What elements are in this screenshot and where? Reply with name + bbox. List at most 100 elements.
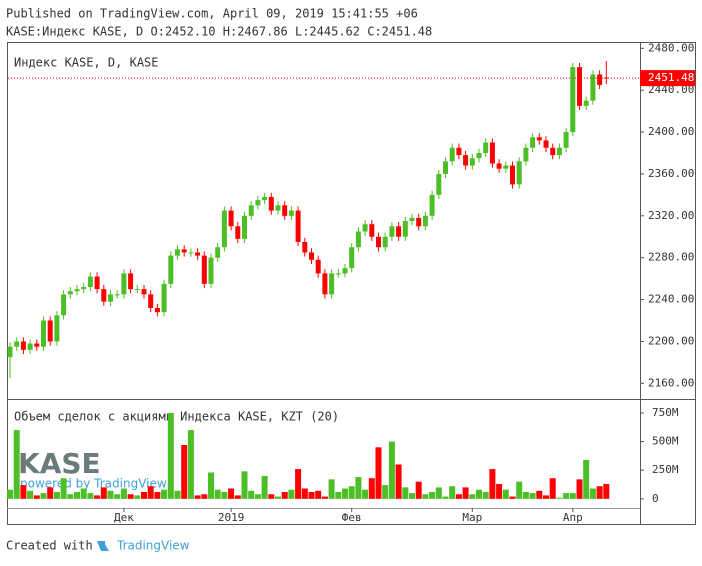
- volume-bar: [47, 487, 54, 499]
- candle-body: [469, 158, 475, 166]
- candle-body: [349, 247, 355, 269]
- candle-body: [362, 224, 368, 232]
- candle-body: [463, 155, 469, 166]
- volume-bar: [174, 490, 181, 499]
- candle-body: [503, 165, 509, 169]
- volume-bar: [415, 481, 422, 499]
- logo-powered: powered by TradingView: [20, 477, 167, 491]
- x-tick-label: Дек: [114, 511, 134, 524]
- volume-bar: [388, 441, 395, 499]
- volume-title: Объем сделок с акциями Индекса KASE, KZT…: [14, 410, 339, 424]
- pane-title: Индекс KASE, D, KASE: [14, 56, 159, 70]
- candle-body: [315, 259, 321, 274]
- volume-bar: [522, 491, 529, 499]
- volume-bar: [53, 491, 60, 499]
- volume-bar: [281, 491, 288, 499]
- volume-bar: [114, 494, 121, 499]
- candle-body: [248, 205, 254, 216]
- candle-body: [34, 343, 40, 347]
- candle-body: [577, 67, 582, 106]
- candle-body: [476, 152, 482, 159]
- candle-body: [27, 343, 33, 350]
- volume-bar: [33, 495, 40, 499]
- tv-brand: TradingView: [116, 539, 190, 553]
- candle-body: [603, 77, 609, 79]
- volume-bar: [496, 483, 503, 499]
- candle-body: [449, 147, 455, 162]
- volume-bar: [368, 478, 375, 499]
- volume-bar: [248, 490, 255, 499]
- volume-bar: [348, 486, 355, 499]
- volume-bar: [596, 486, 603, 499]
- candle-body: [128, 273, 134, 290]
- candle-body: [148, 294, 154, 308]
- candle-body: [242, 215, 247, 239]
- volume-bar: [563, 493, 570, 499]
- candle-body: [141, 289, 147, 295]
- volume-bar: [549, 478, 556, 499]
- ohlc-legend: KASE:Индекс KASE, D O:2452.10 H:2467.86 …: [6, 25, 432, 39]
- volume-bar: [194, 495, 201, 499]
- candle-body: [181, 249, 187, 253]
- y-tick-label: 2400.00: [648, 125, 694, 138]
- candle-body: [496, 163, 502, 169]
- volume-bar: [462, 487, 469, 499]
- y-tick-label: 2200.00: [648, 334, 694, 347]
- y-tick-label: 2440.00: [648, 83, 694, 96]
- volume-bar: [161, 489, 168, 499]
- volume-bar: [74, 491, 80, 499]
- volume-bar: [20, 485, 27, 499]
- published: Published on TradingView.com, April 09, …: [6, 7, 418, 21]
- volume-bar: [603, 483, 610, 499]
- candle-body: [175, 249, 180, 256]
- volume-bar: [7, 489, 13, 499]
- volume-bar: [442, 496, 449, 499]
- candle-body: [590, 74, 596, 101]
- candle-body: [168, 255, 174, 284]
- candle-body: [121, 273, 127, 295]
- volume-bar: [234, 495, 241, 499]
- candle-body: [402, 221, 408, 237]
- candle-body: [597, 74, 603, 85]
- volume-bar: [469, 494, 476, 499]
- candle-body: [7, 346, 13, 358]
- volume-bar: [583, 459, 590, 499]
- kase-logo: KASE powered by TradingView: [18, 447, 167, 491]
- y-tick-label: 2160.00: [648, 376, 694, 389]
- candle-body: [530, 137, 536, 148]
- volume-bar: [382, 485, 389, 499]
- volume-bar: [167, 412, 174, 499]
- volume-bar: [100, 487, 107, 499]
- candle-body: [422, 215, 428, 227]
- volume-bar: [422, 494, 429, 499]
- candle-body: [456, 147, 462, 156]
- volume-bar: [342, 488, 348, 499]
- candle-body: [255, 200, 261, 206]
- volume-bar: [362, 489, 369, 499]
- volume-bar: [569, 493, 576, 499]
- candle-body: [523, 147, 529, 162]
- volume-bar: [375, 447, 382, 499]
- candle-body: [268, 196, 274, 211]
- volume-bar: [335, 491, 342, 499]
- volume-tick-label: 500M: [652, 435, 679, 448]
- volume-bar: [529, 493, 536, 499]
- candle-body: [436, 173, 442, 195]
- volume-bar: [221, 491, 228, 499]
- volume-bar: [27, 490, 34, 499]
- candle-body: [41, 320, 46, 347]
- tv-icon: [97, 541, 109, 551]
- volume-bar: [308, 491, 315, 499]
- candle-body: [87, 276, 93, 288]
- volume-bar: [80, 488, 87, 499]
- candle-body: [563, 132, 569, 148]
- volume-bar: [60, 478, 67, 499]
- volume-bar: [134, 495, 141, 499]
- candle-body: [543, 140, 549, 148]
- y-tick-label: 2240.00: [648, 293, 694, 306]
- candle-body: [322, 273, 328, 295]
- volume-bar: [288, 489, 295, 499]
- volume-bar: [201, 494, 208, 499]
